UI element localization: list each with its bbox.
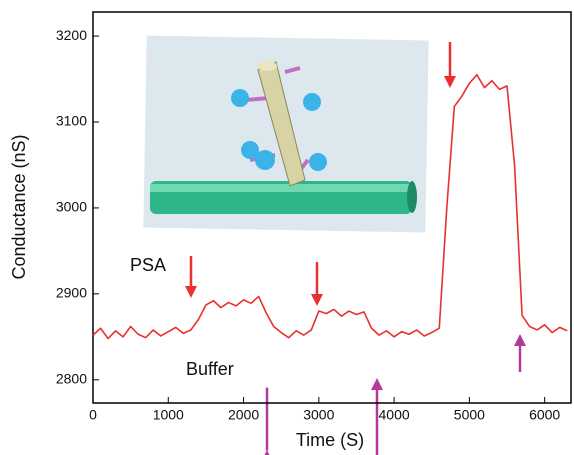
y-tick-label: 2900	[56, 285, 87, 301]
x-axis-label: Time (S)	[296, 430, 364, 450]
inset-diagram	[143, 35, 429, 233]
x-tick-label: 6000	[529, 407, 560, 423]
x-tick-label: 1000	[153, 407, 184, 423]
data-line	[92, 73, 568, 340]
y-axis-label: Conductance (nS)	[9, 134, 29, 279]
annotation: PSA	[130, 255, 166, 275]
y-tick-label: 3000	[56, 199, 87, 215]
x-tick-label: 5000	[454, 407, 485, 423]
x-tick-label: 2000	[228, 407, 259, 423]
annotation: Buffer	[186, 359, 234, 379]
y-tick-label: 3100	[56, 113, 87, 129]
x-tick-label: 4000	[379, 407, 410, 423]
y-tick-label: 2800	[56, 371, 87, 387]
x-tick-label: 0	[89, 407, 97, 423]
arrows	[185, 42, 526, 455]
y-tick-label: 3200	[56, 27, 87, 43]
x-tick-label: 3000	[303, 407, 334, 423]
